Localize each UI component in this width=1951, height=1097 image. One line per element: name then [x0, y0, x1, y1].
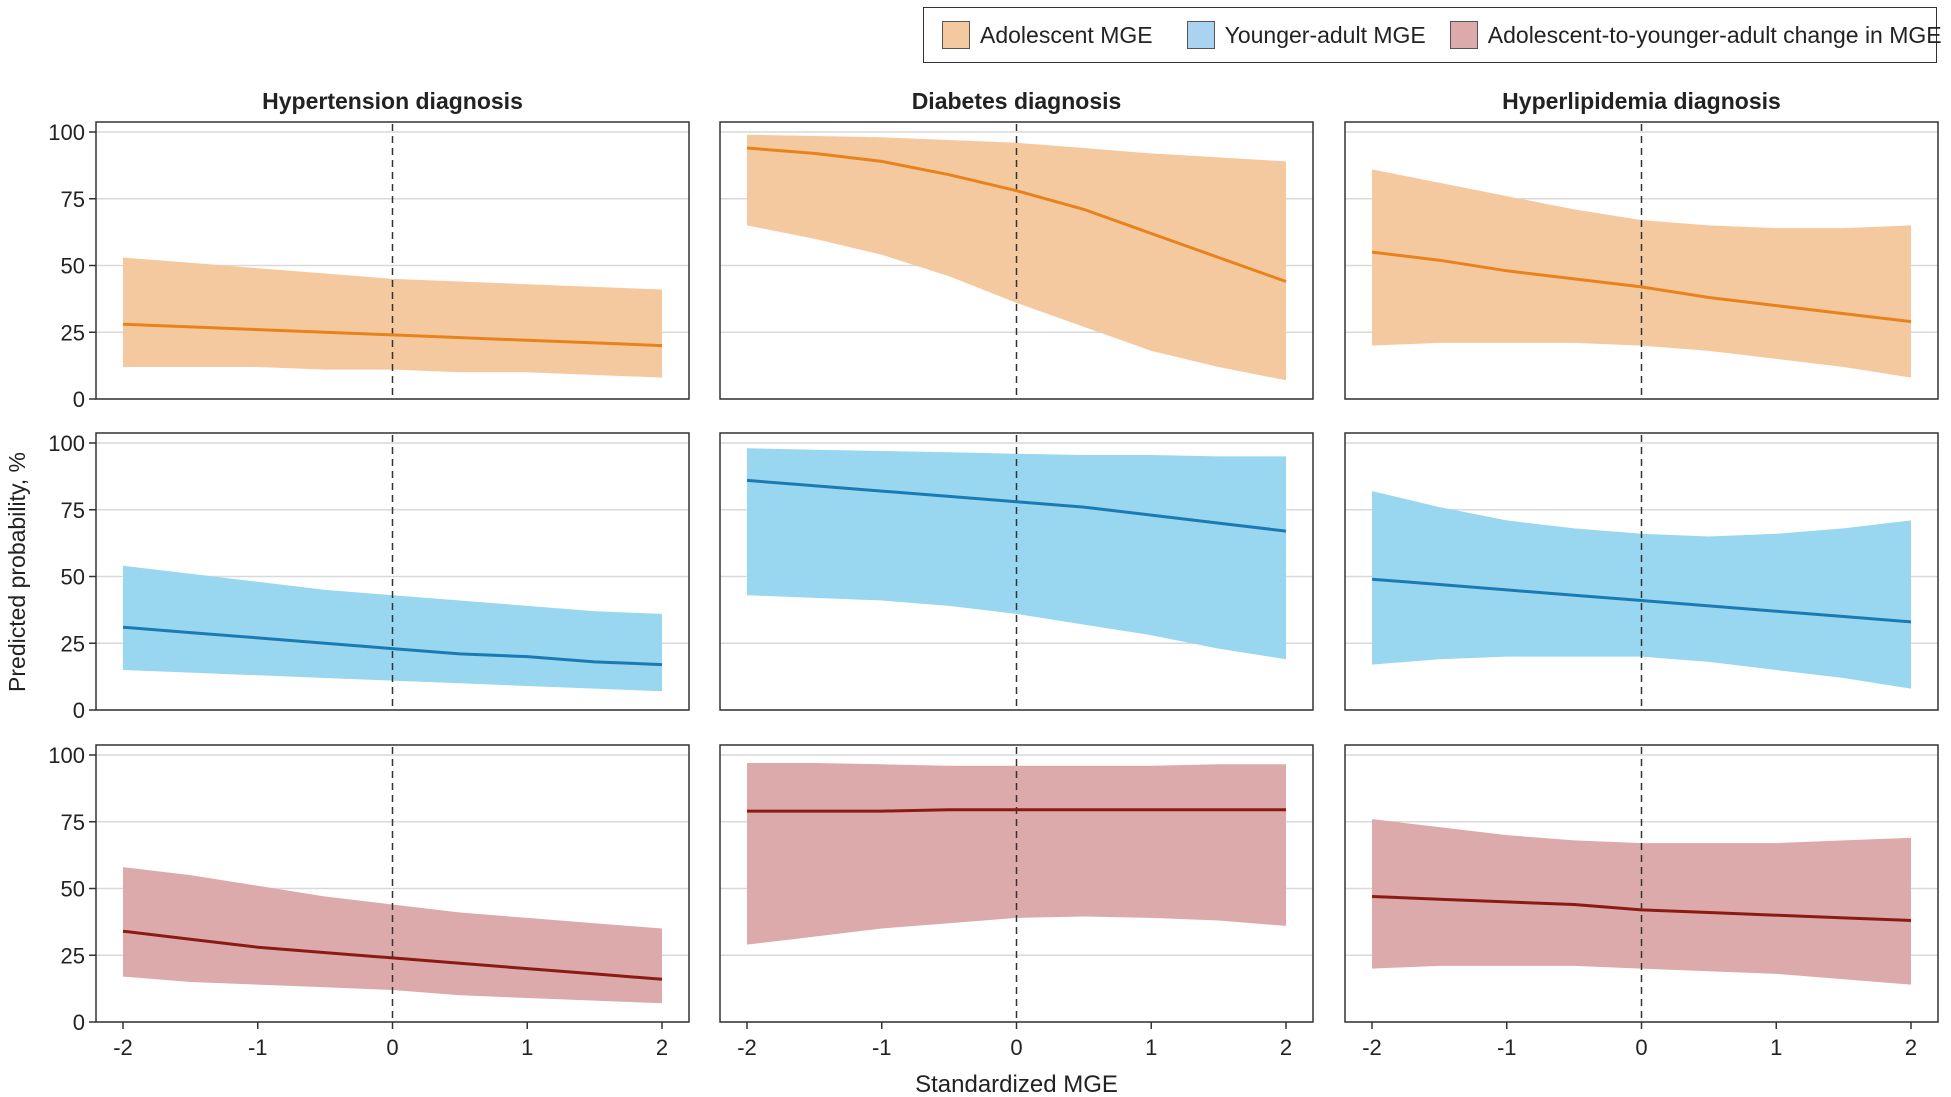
panel-frame	[719, 432, 1314, 711]
legend-label-adolescent: Adolescent MGE	[980, 21, 1153, 48]
legend-label-change: Adolescent-to-younger-adult change in MG…	[1487, 21, 1942, 48]
x-tick-label: -1	[872, 1035, 892, 1060]
panel-adolescent-hypertension: 0 25 50 75 100	[48, 120, 690, 412]
panel-frame	[1344, 432, 1939, 711]
x-axis-label: Standardized MGE	[915, 1071, 1118, 1097]
y-tick-label: 50	[61, 565, 85, 590]
panel-younger-adult-hyperlipidemia	[1344, 432, 1939, 711]
y-tick-label: 25	[61, 943, 85, 968]
x-tick-label: 1	[1770, 1035, 1782, 1060]
y-tick-label: 0	[73, 698, 85, 723]
y-tick-label: 75	[61, 810, 85, 835]
y-tick-label: 25	[61, 320, 85, 345]
y-tick-label: 100	[48, 431, 85, 456]
legend-item-younger-adult: Younger-adult MGE	[1186, 21, 1426, 49]
series-line	[1371, 250, 1912, 324]
legend-swatch-change	[1449, 21, 1478, 49]
series-line	[122, 322, 663, 348]
panel-younger-adult-hypertension: 0 25 50 75 100	[48, 431, 690, 723]
panel-change-hyperlipidemia: -2 -1 0 1 2	[1344, 744, 1939, 1060]
series-line	[1371, 577, 1912, 624]
legend-swatch-younger-adult	[1186, 21, 1215, 49]
panel-change-hypertension: 0 25 50 75 100 -2 -1 0 1 2	[48, 743, 690, 1060]
x-tick-label: 2	[1905, 1035, 1917, 1060]
x-tick-label: -2	[737, 1035, 757, 1060]
y-tick-label: 75	[61, 498, 85, 523]
x-tick-label: -1	[248, 1035, 268, 1060]
series-line	[746, 478, 1287, 533]
panel-frame	[95, 432, 690, 711]
panel-change-diabetes: -2 -1 0 1 2	[719, 744, 1314, 1060]
x-tick-label: 0	[1010, 1035, 1022, 1060]
panel-frame	[1344, 121, 1939, 400]
panel-adolescent-diabetes	[719, 121, 1314, 400]
series-line	[1371, 895, 1912, 922]
series-line	[122, 929, 663, 981]
confidence-band	[747, 448, 1286, 660]
x-tick-label: -2	[113, 1035, 133, 1060]
legend-label-younger-adult: Younger-adult MGE	[1224, 21, 1426, 48]
panel-younger-adult-diabetes	[719, 432, 1314, 711]
x-tick-label: 1	[1145, 1035, 1157, 1060]
panel-adolescent-hyperlipidemia	[1344, 121, 1939, 400]
legend-item-change: Adolescent-to-younger-adult change in MG…	[1449, 21, 1942, 49]
y-tick-label: 100	[48, 743, 85, 768]
confidence-band	[123, 867, 662, 1004]
series-line	[747, 808, 1286, 813]
y-tick-label: 0	[73, 1010, 85, 1035]
confidence-band	[1372, 819, 1911, 985]
y-tick-label: 100	[48, 120, 85, 145]
x-tick-label: 2	[1280, 1035, 1292, 1060]
x-tick-label: 2	[656, 1035, 668, 1060]
y-tick-label: 75	[61, 187, 85, 212]
x-tick-label: 0	[1635, 1035, 1647, 1060]
x-tick-label: 1	[521, 1035, 533, 1060]
y-tick-label: 0	[73, 387, 85, 412]
confidence-band	[1372, 491, 1911, 689]
y-axis-label: Predicted probability, %	[4, 452, 30, 692]
x-tick-label: -1	[1497, 1035, 1517, 1060]
series-line	[122, 625, 663, 667]
column-title-diabetes: Diabetes diagnosis	[912, 88, 1122, 114]
x-tick-label: 0	[386, 1035, 398, 1060]
column-title-hyperlipidemia: Hyperlipidemia diagnosis	[1502, 88, 1781, 114]
series-line	[746, 146, 1287, 283]
panel-frame	[719, 121, 1314, 400]
y-tick-label: 25	[61, 631, 85, 656]
panel-frame	[95, 121, 690, 400]
y-tick-label: 50	[61, 877, 85, 902]
x-tick-label: -2	[1362, 1035, 1382, 1060]
legend-item-adolescent: Adolescent MGE	[942, 21, 1153, 49]
legend: Adolescent MGE Younger-adult MGE Adolesc…	[923, 7, 1942, 63]
column-title-hypertension: Hypertension diagnosis	[262, 88, 523, 114]
y-tick-label: 50	[61, 254, 85, 279]
legend-swatch-adolescent	[942, 21, 970, 49]
